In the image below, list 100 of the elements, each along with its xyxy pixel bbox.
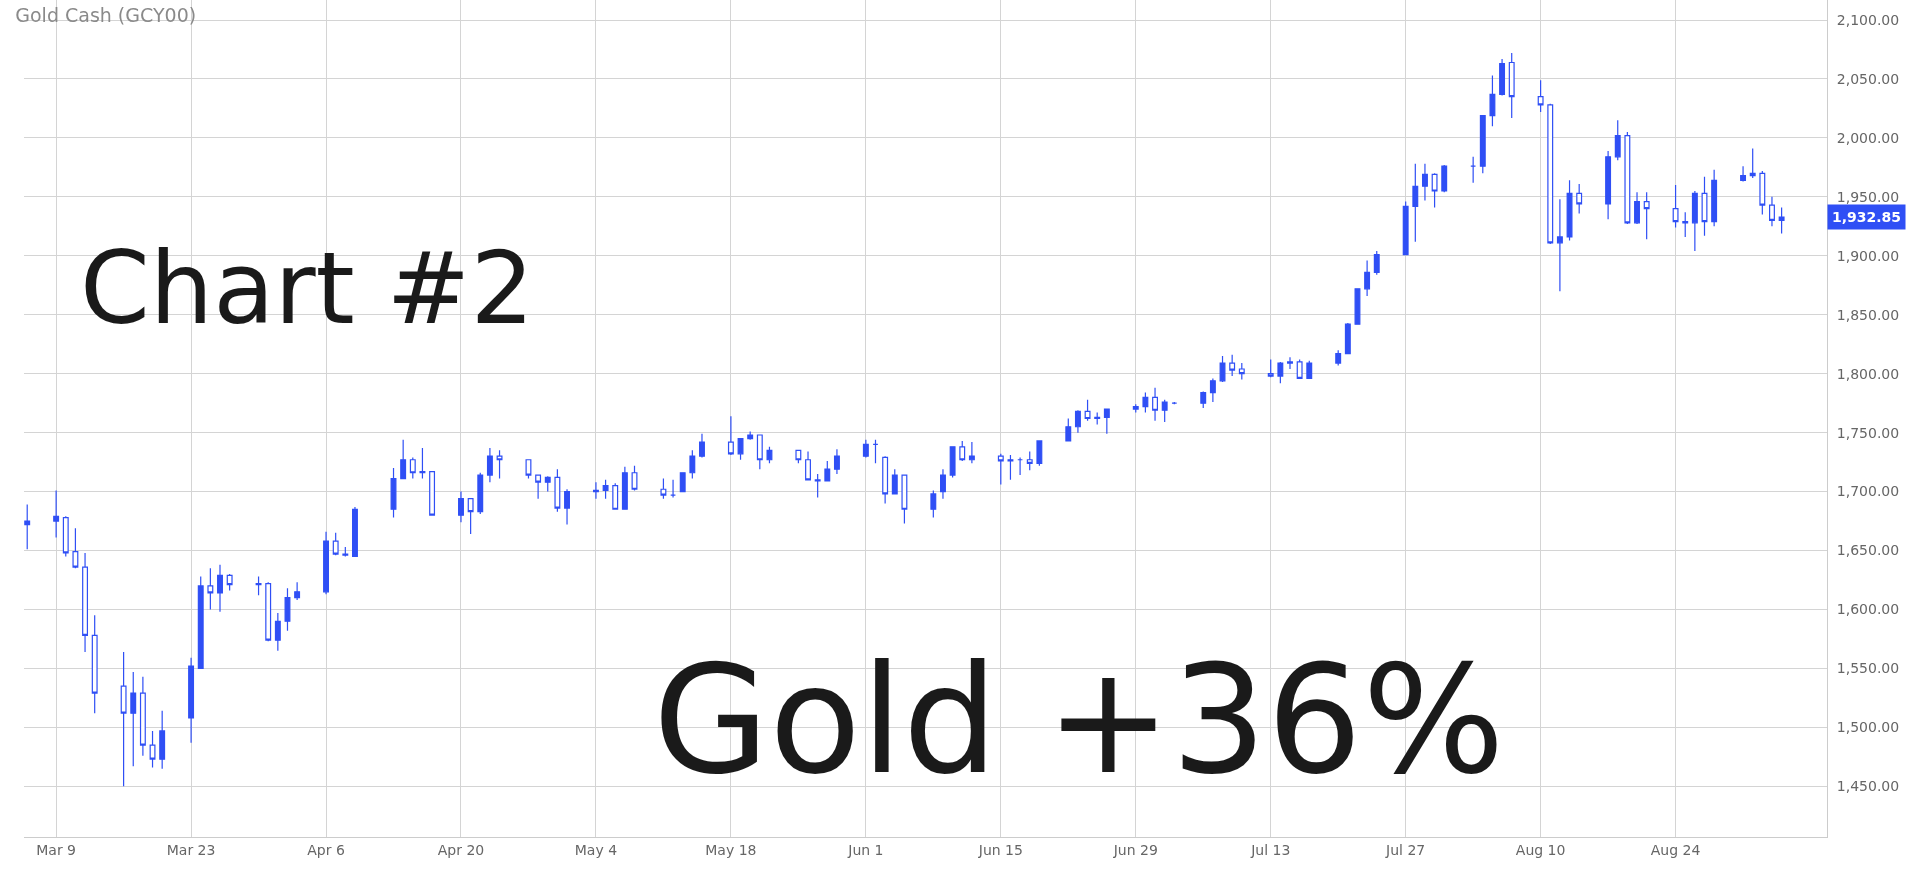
candlestick (496, 449, 503, 480)
candlestick (1152, 387, 1158, 422)
candlestick (477, 472, 484, 515)
candlestick (1547, 103, 1554, 245)
candlestick (1364, 259, 1371, 297)
candlestick (294, 581, 301, 601)
candlestick (255, 575, 262, 596)
y-tick-label: 1,600.00 (1836, 601, 1900, 618)
y-tick-label: 1,650.00 (1836, 542, 1900, 559)
x-tick-label: Aug 10 (1515, 841, 1566, 858)
candlestick (525, 459, 532, 480)
candlestick (901, 474, 908, 525)
candlestick (747, 430, 754, 440)
candlestick (486, 447, 493, 483)
candlestick (1634, 191, 1640, 225)
candlestick (1296, 358, 1303, 380)
candlestick (24, 503, 31, 550)
x-tick-label: Jun 15 (977, 841, 1023, 858)
x-tick-label: Jun 1 (847, 841, 884, 858)
candlestick (1074, 409, 1081, 434)
candlestick (217, 564, 223, 613)
candlestick (1277, 361, 1284, 384)
x-tick-label: Apr 6 (307, 841, 345, 858)
candlestick (1219, 355, 1226, 383)
candlestick (1605, 150, 1612, 220)
candlestick (891, 468, 898, 495)
y-tick-label: 1,550.00 (1836, 660, 1900, 677)
candlestick (1749, 147, 1756, 179)
candlestick (284, 587, 291, 632)
candlestick (1238, 362, 1245, 381)
candlestick (1335, 349, 1342, 367)
candlestick (130, 671, 137, 767)
candlestick (82, 552, 89, 653)
candlestick (679, 472, 686, 493)
candlestick (1740, 165, 1747, 183)
candlestick (274, 612, 281, 652)
x-tick-label: Jul 13 (1250, 841, 1291, 858)
candlestick (949, 446, 956, 479)
y-tick-label: 1,850.00 (1836, 306, 1900, 323)
candlestick (467, 498, 474, 535)
candlestick (805, 450, 811, 481)
candlestick (390, 467, 397, 519)
candlestick (689, 449, 696, 480)
annotation: Chart #2 (80, 230, 535, 347)
y-tick-label: 2,050.00 (1836, 70, 1900, 87)
candlestick (699, 433, 705, 458)
candlestick (1421, 163, 1428, 202)
candlestick (1132, 403, 1139, 414)
candlestick (535, 474, 542, 500)
y-tick-label: 1,900.00 (1836, 247, 1900, 264)
candlestick (1412, 163, 1419, 243)
candlestick (882, 455, 889, 504)
y-tick-label: 1,800.00 (1836, 365, 1900, 382)
candlestick (940, 468, 946, 500)
candlestick (670, 479, 677, 499)
y-tick-label: 1,450.00 (1836, 778, 1900, 795)
candlestick (795, 449, 802, 464)
candlestick (1142, 391, 1149, 414)
candlestick (1489, 74, 1496, 127)
x-tick-label: Mar 9 (36, 841, 77, 858)
candlestick (159, 710, 166, 770)
x-tick-label: May 18 (705, 841, 757, 858)
candlestick (1759, 170, 1766, 216)
candlestick (737, 437, 744, 461)
candlestick (1556, 198, 1563, 292)
candlestick (188, 657, 195, 744)
y-tick-label: 1,950.00 (1836, 188, 1900, 205)
candlestick (766, 446, 773, 464)
y-tick-label: 2,100.00 (1836, 11, 1900, 28)
candlestick (1691, 190, 1698, 252)
candlestick (660, 478, 667, 500)
candlestick (930, 489, 937, 519)
candlestick (592, 481, 599, 500)
y-tick-label: 1,750.00 (1836, 424, 1900, 441)
candlestick (458, 490, 464, 523)
candlestick (1576, 183, 1583, 214)
candlestick (824, 460, 831, 482)
candlestick (554, 468, 561, 513)
candlestick (1701, 176, 1708, 237)
candlestick (959, 440, 966, 462)
candlestick (756, 434, 763, 470)
y-tick-label: 2,000.00 (1836, 129, 1900, 146)
candlestick (612, 482, 619, 510)
candlestick (1306, 360, 1313, 380)
candlestick (342, 546, 349, 558)
candlestick (1614, 119, 1621, 161)
candlestick (544, 475, 551, 493)
candlestick (1026, 450, 1033, 471)
candlestick (400, 439, 407, 480)
candlestick (631, 465, 638, 492)
candlestick (1431, 172, 1438, 209)
candlestick (1778, 206, 1785, 235)
candlestick (1711, 169, 1718, 227)
candlestick (139, 676, 146, 757)
candlestick (1373, 250, 1380, 276)
candlestick (1287, 356, 1293, 370)
x-tick-label: Apr 20 (437, 841, 485, 858)
candlestick (1508, 52, 1515, 119)
candlestick (1441, 164, 1448, 193)
candlestick (1402, 200, 1409, 256)
